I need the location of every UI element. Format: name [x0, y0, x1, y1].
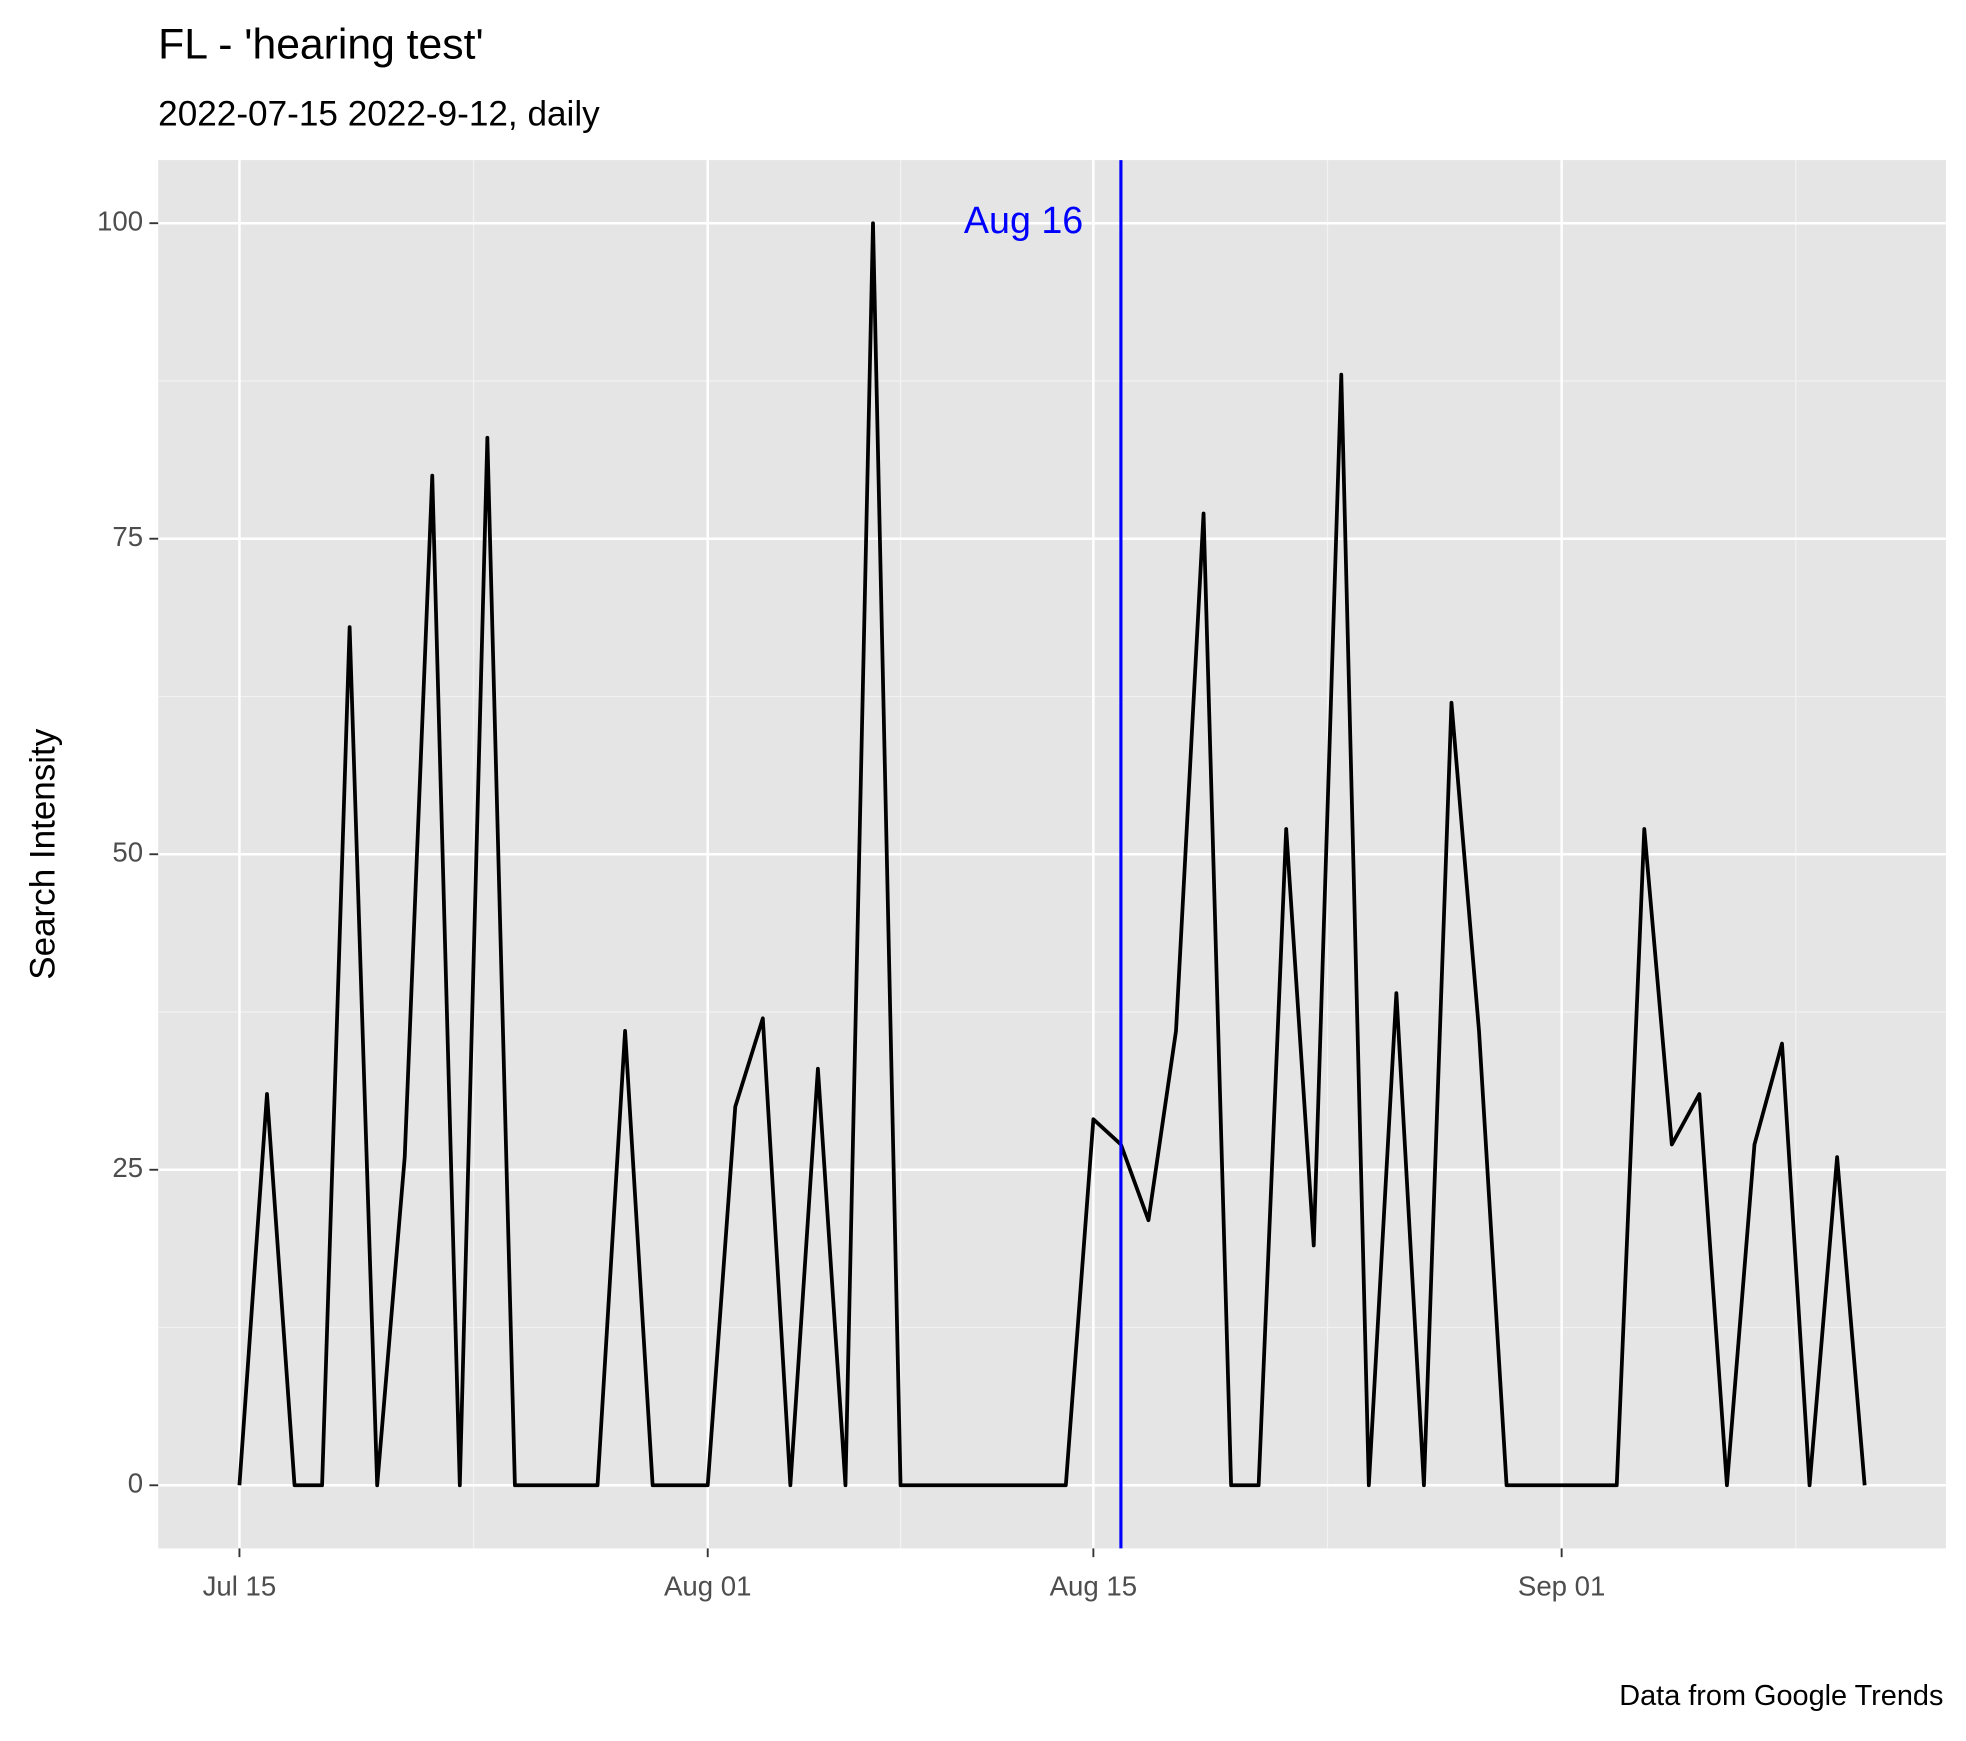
caption: Data from Google Trends	[1619, 1680, 1943, 1712]
y-tick-label: 25	[112, 1152, 143, 1183]
y-tick-label: 50	[112, 837, 143, 868]
chart-subtitle: 2022-07-15 2022-9-12, daily	[158, 95, 600, 134]
x-tick-label: Aug 15	[1050, 1571, 1137, 1602]
y-axis-title: Search Intensity	[23, 728, 62, 980]
annotation: Aug 16	[964, 199, 1083, 241]
x-tick-label: Jul 15	[203, 1571, 277, 1602]
data-line	[237, 221, 1867, 1488]
y-tick-label: 75	[112, 521, 143, 552]
chart-title: FL - 'hearing test'	[158, 21, 483, 69]
x-tick-label: Aug 01	[664, 1571, 751, 1602]
y-tick-label: 100	[97, 206, 143, 237]
x-tick-label: Sep 01	[1518, 1571, 1605, 1602]
y-tick-label: 0	[128, 1468, 143, 1499]
